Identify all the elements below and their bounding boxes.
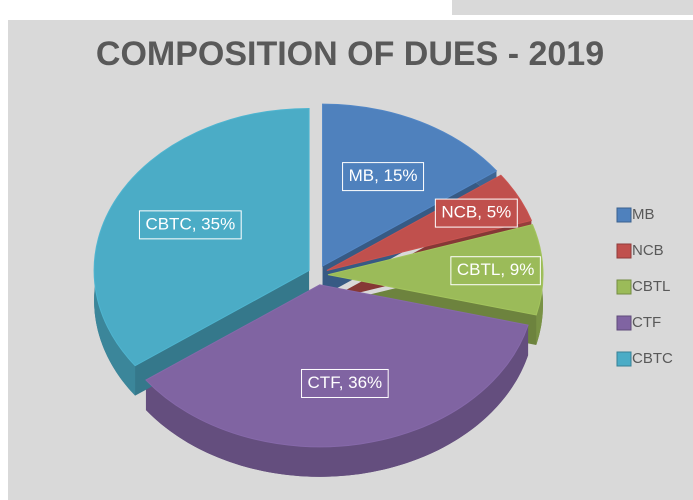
legend-label: CTF [632, 314, 661, 331]
data-label-box [434, 198, 518, 228]
slice [145, 284, 529, 448]
legend-label: NCB [632, 242, 664, 259]
legend-label: CBTC [632, 350, 673, 367]
data-label-box [138, 210, 242, 240]
top-bar [452, 0, 693, 15]
legend-swatch [616, 207, 632, 223]
data-label-text: MB, 15% [349, 166, 418, 185]
data-label-box [450, 256, 541, 286]
data-label-text: CBTC, 35% [145, 214, 235, 233]
legend-label: MB [632, 206, 655, 223]
data-label: CBTC, 35% [138, 210, 242, 240]
data-label: MB, 15% [342, 162, 425, 192]
legend-swatch [616, 243, 632, 259]
legend-swatch [616, 351, 632, 367]
chart-title: COMPOSITION OF DUES - 2019 [96, 35, 604, 73]
data-label-text: NCB, 5% [441, 203, 511, 222]
data-label: CBTL, 9% [450, 256, 541, 286]
data-label-box [342, 162, 425, 192]
legend-swatch [616, 315, 632, 331]
data-label: CTF, 36% [301, 368, 389, 398]
data-label-text: CBTL, 9% [457, 260, 534, 279]
data-label-box [301, 368, 389, 398]
slice [327, 224, 544, 316]
legend-swatch [616, 279, 632, 295]
data-label-text: CTF, 36% [308, 373, 383, 392]
legend-label: CBTL [632, 278, 670, 295]
slice-side [145, 325, 529, 477]
data-label: NCB, 5% [434, 198, 518, 228]
